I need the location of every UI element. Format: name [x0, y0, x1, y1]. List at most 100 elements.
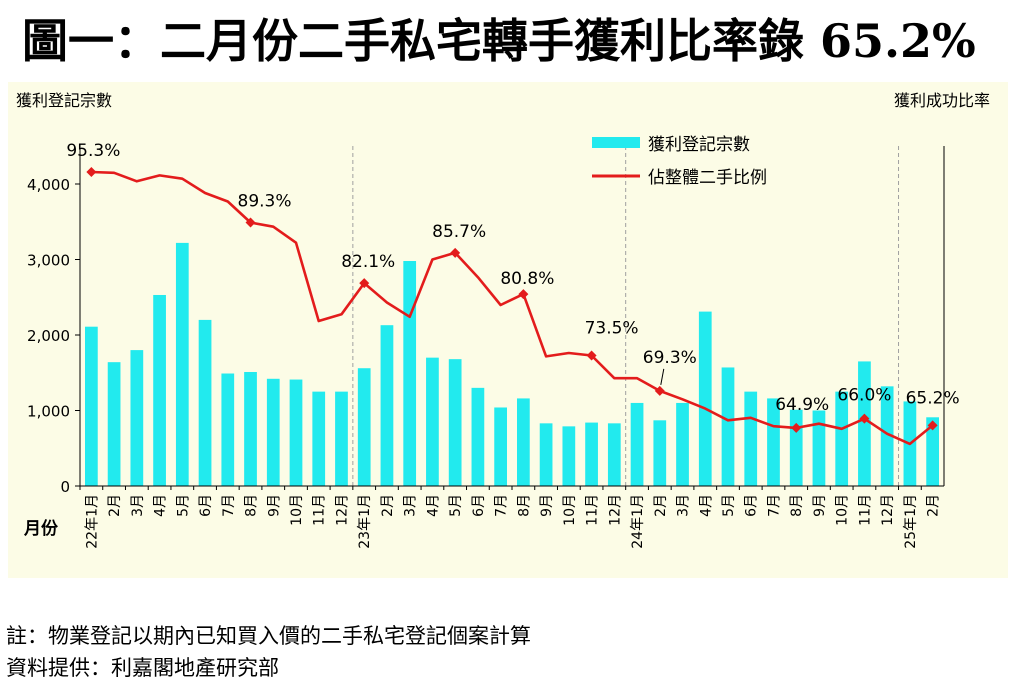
x-tick-label: 3月	[130, 494, 146, 517]
bar	[676, 402, 689, 486]
x-tick-label: 6月	[198, 494, 214, 517]
bar	[85, 326, 98, 486]
x-tick-label: 3月	[403, 494, 419, 517]
data-labels: 95.3% 89.3% 82.1% 85.7% 80.8% 73.5%69.3% 64.9%…	[66, 141, 960, 433]
bar	[835, 391, 849, 486]
y-axis-ticks: 0 1,000 2,000 3,000 4,000	[27, 176, 80, 496]
x-tick-label: 2月	[653, 494, 669, 517]
bar	[607, 423, 621, 486]
bar-series	[85, 242, 939, 486]
x-tick-label: 2月	[380, 494, 396, 517]
x-tick-label: 7月	[766, 494, 782, 517]
x-tick-label: 11月	[585, 494, 601, 526]
legend-swatch-bars	[592, 137, 640, 148]
x-tick-label: 12月	[880, 494, 896, 526]
data-label: 69.3%	[643, 348, 697, 368]
bar	[562, 426, 576, 486]
x-tick-label: 11月	[312, 494, 328, 526]
bar	[630, 402, 644, 486]
data-marker	[654, 385, 665, 396]
bar	[767, 398, 780, 486]
x-tick-label: 10月	[835, 494, 851, 526]
x-tick-label: 8月	[516, 494, 532, 517]
bar	[698, 311, 712, 486]
bar	[289, 379, 303, 486]
x-tick-label: 4月	[425, 494, 441, 517]
bar	[744, 391, 758, 486]
data-label: 73.5%	[585, 319, 639, 339]
x-tick-label: 24年1月	[630, 494, 646, 549]
x-tick-label: 5月	[448, 494, 464, 517]
bar	[221, 373, 235, 486]
bar	[653, 420, 667, 486]
data-label: 65.2%	[906, 388, 960, 408]
bar	[380, 325, 394, 486]
x-tick-label: 3月	[676, 494, 692, 517]
x-tick-label: 9月	[539, 494, 555, 517]
bar	[198, 319, 212, 486]
x-tick-label: 12月	[334, 494, 350, 526]
x-tick-label: 25年1月	[903, 494, 919, 549]
x-tick-label: 5月	[175, 494, 191, 517]
footnote: 註：物業登記以期內已知買入價的二手私宅登記個案計算	[6, 624, 531, 648]
y-tick-label: 0	[60, 478, 70, 496]
bar	[517, 398, 530, 486]
bar	[312, 391, 326, 486]
data-marker	[86, 167, 97, 177]
y-tick-label: 2,000	[27, 327, 70, 345]
bar	[244, 371, 257, 486]
source-note: 資料提供：利嘉閣地產研究部	[6, 656, 279, 680]
bar	[335, 391, 348, 486]
bar	[357, 368, 371, 486]
chart-panel: 0 1,000 2,000 3,000 4,000 22年1月 2月 3月 4月 5月 6月 7月 8…	[8, 82, 1008, 578]
bar	[426, 357, 439, 486]
bar	[812, 410, 826, 486]
y-axis-label: 獲利登記宗數	[16, 91, 112, 110]
bar	[153, 294, 166, 486]
x-tick-label: 9月	[812, 494, 828, 517]
label-pointer	[660, 368, 665, 385]
x-tick-label: 4月	[698, 494, 714, 517]
data-label: 82.1%	[341, 252, 395, 272]
x-tick-label: 2月	[926, 494, 942, 517]
x-tick-label: 22年1月	[84, 494, 100, 549]
x-tick-label: 6月	[471, 494, 487, 517]
bar	[926, 417, 939, 486]
x-tick-label: 10月	[562, 494, 578, 526]
x-tick-label: 10月	[289, 494, 305, 526]
bar	[880, 386, 894, 486]
combo-chart: 0 1,000 2,000 3,000 4,000 22年1月 2月 3月 4月 5月 6月 7月 8…	[16, 91, 990, 549]
data-label: 89.3%	[238, 192, 292, 212]
y-tick-label: 4,000	[27, 176, 70, 194]
bar	[789, 409, 803, 486]
x-tick-label: 2月	[107, 494, 123, 517]
data-marker	[518, 289, 529, 300]
x-tick-label: 8月	[789, 494, 805, 517]
bar	[494, 407, 507, 486]
x-axis-label: 月份	[23, 518, 59, 539]
data-label: 85.7%	[432, 222, 486, 242]
data-marker	[586, 350, 597, 361]
year-dividers	[352, 146, 900, 486]
bar	[858, 361, 871, 486]
legend-label-bars: 獲利登記宗數	[648, 135, 750, 155]
bar	[448, 359, 462, 486]
x-tick-label: 6月	[744, 494, 760, 517]
x-tick-label: 9月	[266, 494, 282, 517]
data-marker	[245, 217, 256, 228]
data-marker	[791, 422, 802, 433]
bar	[539, 423, 553, 486]
x-tick-label: 11月	[857, 494, 873, 526]
y-tick-label: 3,000	[27, 252, 70, 270]
bar	[721, 367, 735, 486]
data-label: 80.8%	[500, 269, 554, 289]
bar	[266, 378, 280, 486]
x-tick-label: 8月	[244, 494, 260, 517]
legend: 獲利登記宗數 佔整體二手比例	[592, 135, 767, 188]
data-label: 66.0%	[837, 386, 891, 406]
x-tick-label: 5月	[721, 494, 737, 517]
data-label: 95.3%	[66, 141, 120, 161]
data-label: 64.9%	[775, 395, 829, 415]
data-marker	[927, 420, 938, 431]
x-axis-ticks: 22年1月 2月 3月 4月 5月 6月 7月 8月 9月 10月 11月 12月 23年1月 2月 3月 4…	[79, 486, 942, 549]
